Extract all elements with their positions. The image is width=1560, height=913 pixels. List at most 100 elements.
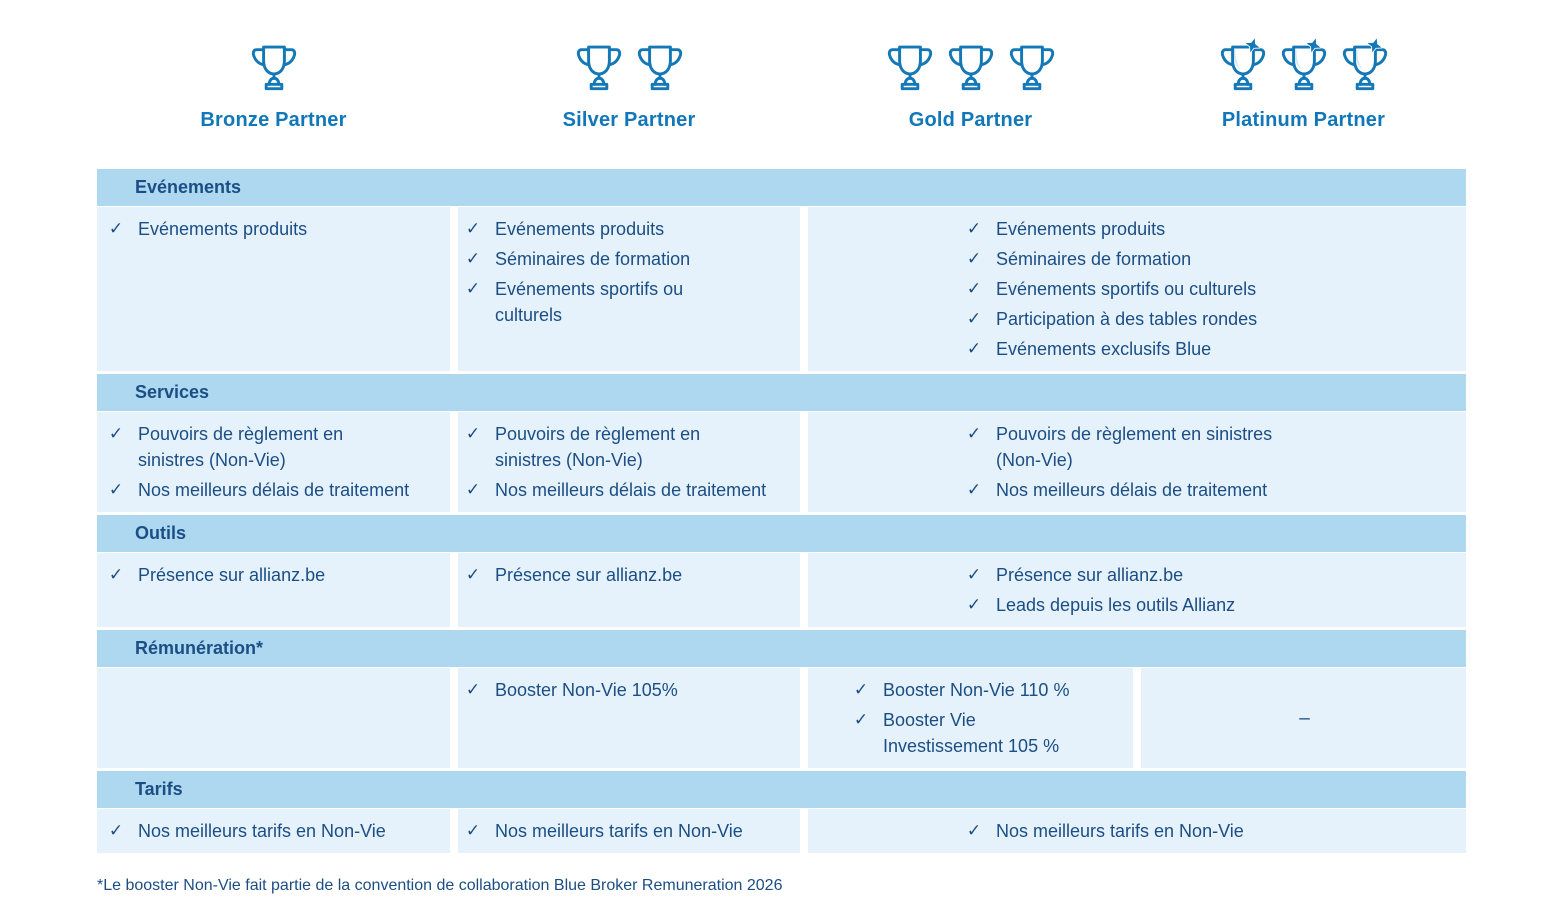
- section-title: Evénements: [135, 177, 242, 197]
- tier-cell-silver: ✓ Pouvoirs de règlement en sinistres (Non…: [458, 412, 800, 512]
- section-row-tarifs: ✓ Nos meilleurs tarifs en Non-Vie ✓ Nos mei…: [97, 809, 1466, 853]
- benefit-item: ✓ Booster Vie Investissement 105 %: [852, 707, 1125, 759]
- benefit-label: Nos meilleurs tarifs en Non-Vie: [495, 821, 743, 841]
- tier-cell-bronze: ✓ Evénements produits: [97, 207, 450, 371]
- tier-cell-silver: ✓ Booster Non-Vie 105%: [458, 668, 800, 768]
- tier-cell-silver: ✓ Evénements produits ✓ Séminaires de forma…: [458, 207, 800, 371]
- benefit-item: ✓ Présence sur allianz.be: [107, 562, 442, 588]
- checkmark-icon: ✓: [465, 480, 481, 499]
- tier-cell-gold-platinum: ✓ Nos meilleurs tarifs en Non-Vie: [808, 809, 1466, 853]
- benefit-label: Evénements sportifs ou culturels: [495, 279, 684, 325]
- benefit-item: ✓ Evénements sportifs ou culturels: [965, 276, 1458, 302]
- benefit-label: Séminaires de formation: [996, 249, 1192, 269]
- tier-header-platinum: Platinum Partner: [1141, 26, 1466, 132]
- checkmark-icon: ✓: [853, 710, 869, 729]
- tier-cell-gold: ✓ Booster Non-Vie 110 % ✓ Booster Vie Inves…: [808, 668, 1133, 768]
- section-band-tarifs: Tarifs: [97, 771, 1466, 808]
- benefit-label: Séminaires de formation: [495, 249, 691, 269]
- checkmark-icon: ✓: [966, 424, 982, 443]
- benefit-label: Evénements produits: [495, 219, 665, 239]
- tier-header-bronze: Bronze Partner: [97, 26, 450, 132]
- benefit-label: Présence sur allianz.be: [138, 565, 326, 585]
- benefit-item: ✓ Participation à des tables rondes: [965, 306, 1458, 332]
- section-row-evenements: ✓ Evénements produits ✓ Evénements produits…: [97, 207, 1466, 371]
- benefit-label: Présence sur allianz.be: [996, 565, 1184, 585]
- benefit-label: Pouvoirs de règlement en sinistres (Non-…: [138, 424, 344, 470]
- trophy-highlight: [1233, 49, 1241, 70]
- trophy-group-gold: [884, 26, 1058, 96]
- tier-cell-silver: ✓ Nos meilleurs tarifs en Non-Vie: [458, 809, 800, 853]
- trophy-star-icon: [1305, 37, 1321, 54]
- section-title: Rémunération*: [135, 638, 264, 658]
- benefit-item: ✓ Evénements exclusifs Blue: [965, 336, 1458, 362]
- trophy-group-platinum: [1217, 26, 1391, 96]
- benefit-label: Evénements sportifs ou culturels: [996, 279, 1257, 299]
- benefit-label: Nos meilleurs délais de traitement: [996, 480, 1268, 500]
- tier-header-row: Bronze Partner Silver Partner Gold Partner…: [97, 26, 1466, 132]
- trophy-highlight: [1355, 49, 1363, 70]
- benefit-label: Nos meilleurs délais de traitement: [138, 480, 410, 500]
- checkmark-icon: ✓: [465, 680, 481, 699]
- tier-cell-gold-platinum: ✓ Pouvoirs de règlement en sinistres (Non…: [808, 412, 1466, 512]
- tier-name: Bronze Partner: [200, 109, 347, 131]
- benefit-item: ✓ Séminaires de formation: [965, 246, 1458, 272]
- checkmark-icon: ✓: [966, 339, 982, 358]
- checkmark-icon: ✓: [465, 219, 481, 238]
- trophy-icon: [887, 45, 932, 91]
- checkmark-icon: ✓: [108, 424, 124, 443]
- benefit-item: ✓ Présence sur allianz.be: [965, 562, 1458, 588]
- section-row-services: ✓ Pouvoirs de règlement en sinistres (Non…: [97, 412, 1466, 512]
- checkmark-icon: ✓: [853, 680, 869, 699]
- benefit-item: ✓ Evénements produits: [464, 216, 792, 242]
- benefit-label: Nos meilleurs délais de traitement: [495, 480, 767, 500]
- tier-name: Platinum Partner: [1221, 109, 1386, 131]
- trophy-icon: [1220, 37, 1265, 91]
- tier-cell-gold-platinum: ✓ Présence sur allianz.be ✓ Leads depuis le…: [808, 553, 1466, 627]
- checkmark-icon: ✓: [966, 595, 982, 614]
- benefit-item: ✓ Booster Non-Vie 110 %: [852, 677, 1125, 703]
- benefit-item: ✓ Nos meilleurs tarifs en Non-Vie: [464, 818, 792, 844]
- checkmark-icon: ✓: [108, 821, 124, 840]
- footnote-text: *Le booster Non-Vie fait partie de la co…: [97, 877, 783, 894]
- checkmark-icon: ✓: [966, 821, 982, 840]
- not-included-dash: –: [1299, 708, 1310, 729]
- benefit-label: Pouvoirs de règlement en sinistres (Non-…: [495, 424, 701, 470]
- section-title: Tarifs: [135, 779, 183, 799]
- benefit-item: ✓ Nos meilleurs délais de traitement: [107, 477, 442, 503]
- benefit-item: ✓ Nos meilleurs délais de traitement: [464, 477, 792, 503]
- section-row-remuneration: ✓ Booster Non-Vie 105% ✓ Booster Non-Vie 11…: [97, 668, 1466, 768]
- partner-comparison: Evénements ✓ Evénements produits ✓ Evénement…: [97, 169, 1466, 895]
- tier-cell-platinum: –: [1141, 668, 1466, 768]
- section-band-evenements: Evénements: [97, 169, 1466, 206]
- tier-header-gold: Gold Partner: [808, 26, 1133, 132]
- tier-cell-bronze: ✓ Nos meilleurs tarifs en Non-Vie: [97, 809, 450, 853]
- checkmark-icon: ✓: [465, 279, 481, 298]
- benefit-item: ✓ Evénements produits: [965, 216, 1458, 242]
- benefit-label: Nos meilleurs tarifs en Non-Vie: [996, 821, 1244, 841]
- section-band-remuneration: Rémunération*: [97, 630, 1466, 667]
- benefit-label: Evénements exclusifs Blue: [996, 339, 1212, 359]
- checkmark-icon: ✓: [108, 480, 124, 499]
- trophy-icon: [1342, 37, 1387, 91]
- checkmark-icon: ✓: [465, 424, 481, 443]
- benefit-item: ✓ Pouvoirs de règlement en sinistres (Non…: [464, 421, 792, 473]
- benefit-label: Participation à des tables rondes: [996, 309, 1258, 329]
- benefit-label: Pouvoirs de règlement en sinistres (Non-…: [996, 424, 1273, 470]
- checkmark-icon: ✓: [465, 821, 481, 840]
- section-title: Services: [135, 382, 210, 402]
- checkmark-icon: ✓: [966, 219, 982, 238]
- checkmark-icon: ✓: [465, 565, 481, 584]
- trophy-group-silver: [573, 26, 686, 96]
- benefit-item: ✓ Booster Non-Vie 105%: [464, 677, 792, 703]
- benefit-item: ✓ Evénements produits: [107, 216, 442, 242]
- tier-cell-bronze: ✓ Pouvoirs de règlement en sinistres (Non…: [97, 412, 450, 512]
- trophy-group-bronze: [248, 26, 300, 96]
- benefit-label: Nos meilleurs tarifs en Non-Vie: [138, 821, 386, 841]
- trophy-highlight: [1294, 49, 1302, 70]
- benefit-label: Booster Non-Vie 105%: [495, 680, 678, 700]
- tier-name: Gold Partner: [908, 109, 1033, 131]
- benefit-item: ✓ Evénements sportifs ou culturels: [464, 276, 792, 328]
- benefit-item: ✓ Nos meilleurs tarifs en Non-Vie: [107, 818, 442, 844]
- benefit-item: ✓ Pouvoirs de règlement en sinistres (Non…: [107, 421, 442, 473]
- benefit-item: ✓ Pouvoirs de règlement en sinistres (Non…: [965, 421, 1458, 473]
